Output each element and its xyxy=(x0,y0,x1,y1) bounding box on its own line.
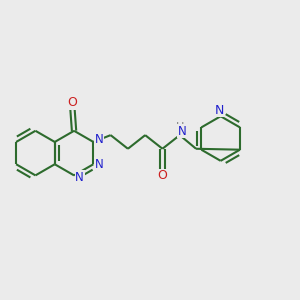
Text: N: N xyxy=(75,171,84,184)
Text: N: N xyxy=(94,158,103,171)
Text: H: H xyxy=(176,122,184,132)
Text: O: O xyxy=(68,96,77,109)
Text: O: O xyxy=(158,169,167,182)
Text: N: N xyxy=(178,124,187,138)
Text: N: N xyxy=(214,103,224,117)
Text: N: N xyxy=(94,133,103,146)
